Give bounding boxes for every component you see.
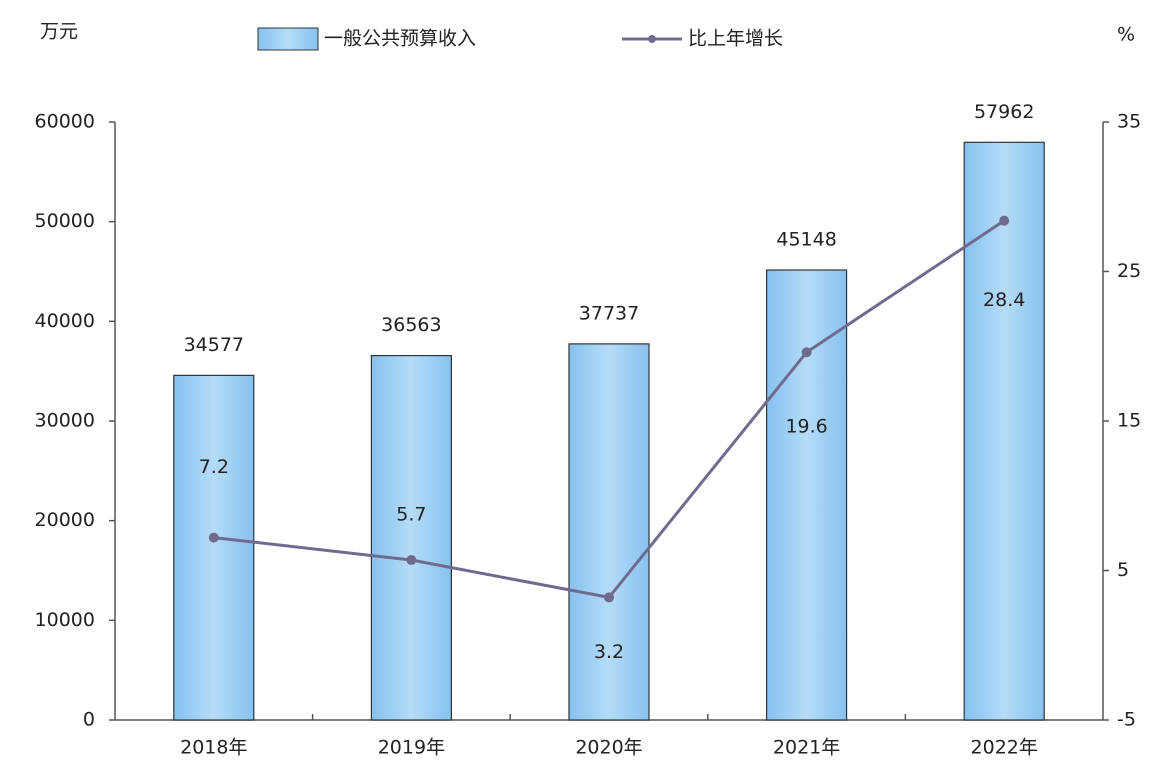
x-tick-label: 2020年: [575, 737, 642, 759]
bar-value-label: 36563: [381, 314, 441, 336]
y2-tick-label: 25: [1117, 260, 1141, 282]
line-value-label: 28.4: [983, 289, 1025, 311]
bar: [568, 343, 650, 721]
y2-tick-label: 5: [1117, 559, 1129, 581]
line-value-label: 5.7: [396, 504, 426, 526]
x-tick-label: 2018年: [180, 737, 247, 759]
legend-marker: [648, 35, 656, 43]
line-value-label: 7.2: [199, 456, 229, 478]
y-axis-label: 万元: [40, 21, 78, 43]
legend-label: 一般公共预算收入: [324, 28, 476, 50]
line-marker: [208, 532, 219, 543]
bar: [173, 374, 255, 721]
bar-value-label: 57962: [974, 101, 1034, 123]
line-marker: [406, 555, 417, 566]
bar: [765, 269, 848, 721]
y-tick-label: 40000: [35, 310, 95, 332]
legend-label: 比上年增长: [688, 28, 783, 50]
y-tick-label: 10000: [35, 609, 95, 631]
bar-value-label: 45148: [776, 229, 836, 251]
line-value-label: 19.6: [785, 416, 827, 438]
legend-swatch-bar: [257, 27, 319, 51]
x-tick-label: 2019年: [378, 737, 445, 759]
line-marker: [999, 215, 1010, 226]
bar-value-label: 34577: [184, 334, 244, 356]
line-marker: [604, 592, 614, 603]
y-tick-label: 30000: [35, 410, 95, 432]
y-tick-label: 0: [83, 709, 95, 731]
y-tick-label: 50000: [35, 210, 95, 232]
y2-tick-label: 35: [1117, 111, 1141, 133]
line-value-label: 3.2: [594, 641, 624, 663]
bar: [963, 141, 1045, 721]
x-tick-label: 2021年: [773, 737, 840, 759]
x-tick-label: 2022年: [971, 737, 1038, 759]
bar: [370, 354, 452, 721]
y-tick-label: 20000: [35, 509, 95, 531]
y2-tick-label: -5: [1117, 709, 1136, 731]
line-marker: [801, 347, 812, 358]
y-tick-label: 60000: [35, 111, 95, 133]
y2-tick-label: 15: [1117, 410, 1141, 432]
bar-value-label: 37737: [579, 302, 639, 324]
y2-axis-label: %: [1117, 24, 1135, 46]
